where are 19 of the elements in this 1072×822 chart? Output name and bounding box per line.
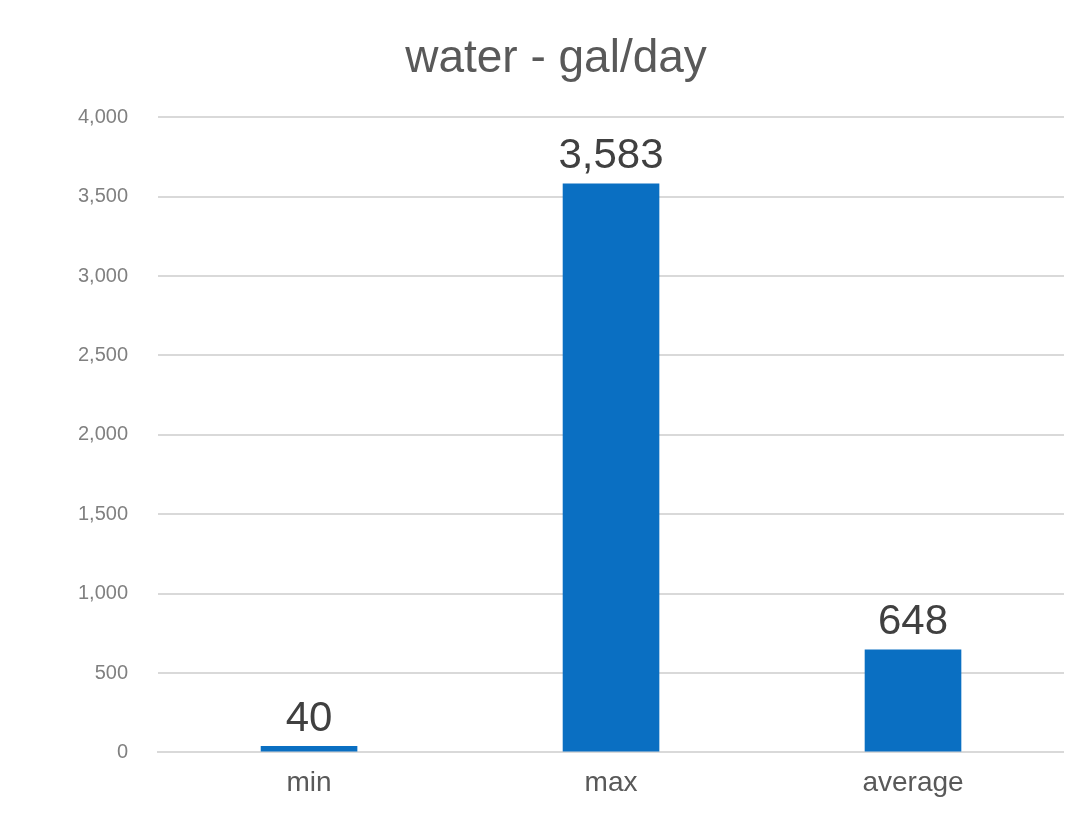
y-tick-label: 4,000 [77,104,129,127]
x-tick-label: min [286,765,332,797]
bar [864,649,962,752]
y-tick-label: 0 [116,739,129,762]
y-tick-label: 2,500 [77,342,129,365]
bar [562,183,660,752]
data-label: 648 [877,596,949,644]
y-tick-label: 1,000 [77,581,129,604]
y-tick-label: 3,500 [77,184,129,207]
y-tick-label: 2,000 [77,422,129,445]
y-tick-label: 500 [94,660,129,683]
data-label: 40 [285,692,333,740]
data-label: 3,583 [558,130,664,177]
y-tick-label: 3,000 [77,263,129,286]
bar [260,746,358,752]
x-tick-label: average [862,765,964,797]
x-tick-label: max [584,765,638,797]
y-tick-label: 1,500 [77,501,129,524]
chart-title: water - gal/day [404,30,707,83]
